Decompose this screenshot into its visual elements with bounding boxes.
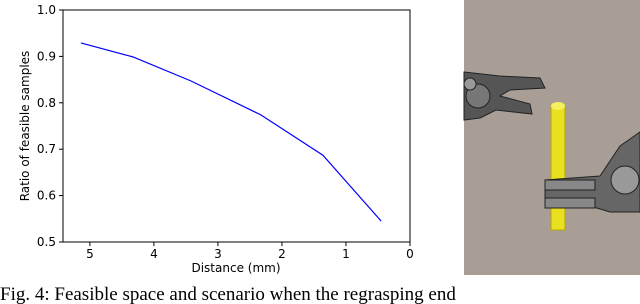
x-tick-label: 1 [342,247,350,261]
y-tick-label: 0.8 [37,96,56,110]
data-line [80,42,382,222]
right-gripper [544,131,640,213]
y-axis-label: Ratio of feasible samples [18,51,32,202]
photo [463,0,640,275]
yellow-cylinder [550,102,566,231]
y-tick-label: 0.9 [37,49,56,63]
y-tick-label: 1.0 [37,3,56,17]
y-tick-label: 0.5 [37,235,56,249]
caption: Fig. 4: Feasible space and scenario when… [0,284,456,304]
x-tick-label: 5 [86,247,94,261]
plot-frame [62,9,411,243]
x-tick-label: 0 [406,247,414,261]
y-tick-label: 0.6 [37,189,56,203]
x-tick-label: 2 [278,247,286,261]
x-tick-label: 3 [214,247,222,261]
x-tick-label: 4 [150,247,158,261]
x-axis-label: Distance (mm) [191,261,280,275]
left-gripper [463,71,546,121]
y-tick-label: 0.7 [37,142,56,156]
